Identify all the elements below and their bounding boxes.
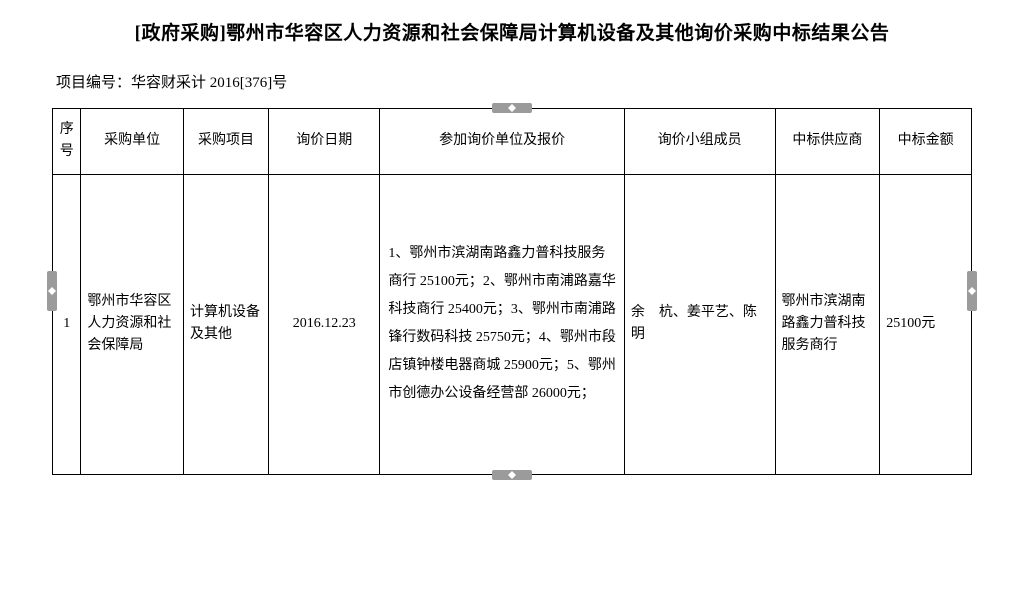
col-header-date: 询价日期 <box>269 109 380 175</box>
cell-unit: 鄂州市华容区人力资源和社会保障局 <box>81 174 184 474</box>
col-header-unit: 采购单位 <box>81 109 184 175</box>
page-container: [政府采购]鄂州市华容区人力资源和社会保障局计算机设备及其他询价采购中标结果公告… <box>52 0 972 475</box>
table-resize-handle-bottom[interactable] <box>492 470 532 480</box>
table-row: 1 鄂州市华容区人力资源和社会保障局 计算机设备及其他 2016.12.23 1… <box>53 174 972 474</box>
col-header-item: 采购项目 <box>183 109 268 175</box>
cell-members: 余 杭、姜平艺、陈 明 <box>624 174 775 474</box>
cell-quotes: 1、鄂州市滨湖南路鑫力普科技服务商行 25100元；2、鄂州市南浦路嘉华科技商行… <box>380 174 624 474</box>
cell-date: 2016.12.23 <box>269 174 380 474</box>
cell-winner: 鄂州市滨湖南路鑫力普科技服务商行 <box>775 174 880 474</box>
page-title: [政府采购]鄂州市华容区人力资源和社会保障局计算机设备及其他询价采购中标结果公告 <box>52 18 972 45</box>
col-header-members: 询价小组成员 <box>624 109 775 175</box>
table-resize-handle-right[interactable] <box>967 271 977 311</box>
cell-item: 计算机设备及其他 <box>183 174 268 474</box>
project-number: 项目编号：华容财采计 2016[376]号 <box>52 71 972 92</box>
table-resize-handle-left[interactable] <box>47 271 57 311</box>
cell-amount: 25100元 <box>880 174 972 474</box>
table-header-row: 序号 采购单位 采购项目 询价日期 参加询价单位及报价 询价小组成员 中标供应商… <box>53 109 972 175</box>
cell-seq: 1 <box>53 174 81 474</box>
table-wrapper: 序号 采购单位 采购项目 询价日期 参加询价单位及报价 询价小组成员 中标供应商… <box>52 108 972 475</box>
table-resize-handle-top[interactable] <box>492 103 532 113</box>
col-header-quotes: 参加询价单位及报价 <box>380 109 624 175</box>
col-header-seq: 序号 <box>53 109 81 175</box>
col-header-winner: 中标供应商 <box>775 109 880 175</box>
procurement-table: 序号 采购单位 采购项目 询价日期 参加询价单位及报价 询价小组成员 中标供应商… <box>52 108 972 475</box>
col-header-amount: 中标金额 <box>880 109 972 175</box>
